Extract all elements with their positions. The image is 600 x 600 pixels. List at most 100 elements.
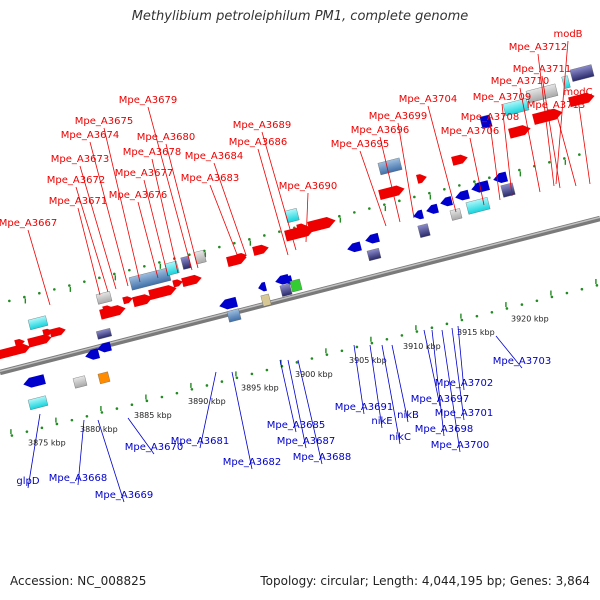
scale-tick-label: 3890 kbp xyxy=(188,397,226,406)
scale-tick-label: 3900 kbp xyxy=(295,370,333,379)
protein-domain-block xyxy=(377,157,403,176)
gene-callout-line xyxy=(369,344,383,429)
track-dot xyxy=(368,207,371,210)
gene-callout-line xyxy=(213,162,247,256)
track-dot xyxy=(83,280,86,283)
track-dot xyxy=(248,238,251,241)
gene-callout-line xyxy=(431,329,445,437)
track-dot xyxy=(158,261,161,264)
forward-gene-arrow xyxy=(451,154,468,166)
gene-label: Mpe_A3688 xyxy=(293,452,351,463)
forward-gene-arrow xyxy=(532,108,563,125)
track-dot xyxy=(535,299,539,303)
gene-label: Mpe_A3711 xyxy=(513,64,571,75)
track-dot xyxy=(565,291,569,295)
gene-label: Mpe_A3703 xyxy=(493,356,551,367)
forward-gene-arrow xyxy=(172,279,183,288)
gene-callout-line xyxy=(469,137,485,206)
gene-callout-line xyxy=(89,141,129,287)
gene-callout-line xyxy=(537,53,555,187)
gene-label: Mpe_A3710 xyxy=(491,76,549,87)
gene-label: Mpe_A3698 xyxy=(415,424,473,435)
track-dot xyxy=(595,284,599,287)
track-dot xyxy=(458,184,461,187)
gene-label: Mpe_A3673 xyxy=(51,154,109,165)
gene-callout-line xyxy=(451,327,465,421)
track-dot xyxy=(23,295,26,299)
track-dot xyxy=(175,391,179,395)
gene-callout-line xyxy=(359,150,387,227)
track-dot xyxy=(445,322,449,326)
track-dot xyxy=(475,314,479,318)
track-dot xyxy=(263,234,266,237)
track-dot xyxy=(460,318,464,322)
forward-gene-arrow xyxy=(296,223,307,232)
gene-callout-line xyxy=(555,40,569,185)
reverse-gene-arrow xyxy=(347,241,362,253)
track-dot xyxy=(370,341,374,345)
reverse-gene-arrow xyxy=(493,171,509,183)
track-dot xyxy=(130,403,134,407)
track-dot xyxy=(428,191,431,195)
gene-callout-line xyxy=(257,148,289,256)
reverse-gene-arrow xyxy=(97,341,112,353)
gene-callout-line xyxy=(27,413,41,489)
gene-callout-line xyxy=(79,165,117,290)
gene-label: Mpe_A3701 xyxy=(435,408,493,419)
gene-label: Mpe_A3668 xyxy=(49,473,107,484)
track-dot xyxy=(218,245,221,249)
track-dot xyxy=(160,395,164,399)
forward-gene-arrow xyxy=(181,274,202,288)
gene-callout-line xyxy=(27,229,51,306)
track-dot xyxy=(430,326,434,330)
gene-callout-line xyxy=(97,419,125,503)
track-dot xyxy=(563,157,566,160)
gene-callout-line xyxy=(391,344,409,423)
gene-label: Mpe_A3676 xyxy=(109,190,167,201)
forward-gene-arrow xyxy=(508,125,531,139)
gene-label: Mpe_A3704 xyxy=(399,94,457,105)
gene-callout-line xyxy=(457,325,465,391)
protein-domain-block xyxy=(95,291,113,305)
forward-gene-arrow xyxy=(307,216,336,233)
track-dot xyxy=(8,299,11,303)
protein-domain-block xyxy=(27,315,49,331)
track-dot xyxy=(580,287,584,291)
gene-label: Mpe_A3695 xyxy=(331,139,389,150)
forward-gene-arrow xyxy=(236,252,247,262)
gene-callout-line xyxy=(279,359,297,433)
protein-domain-block xyxy=(97,371,111,385)
track-dot xyxy=(115,407,119,410)
reverse-gene-arrow xyxy=(471,180,490,193)
gene-label-layer: Mpe_A3667 Mpe_A3671 Mpe_A3672 Mpe_A3673 Mpe_… xyxy=(0,29,593,503)
track-dot xyxy=(338,214,341,218)
protein-domain-block xyxy=(289,278,303,293)
protein-domain-block xyxy=(72,375,88,389)
reverse-gene-arrow xyxy=(365,232,380,244)
track-dot xyxy=(113,272,116,276)
gene-callout-line xyxy=(305,192,309,243)
track-dot xyxy=(415,330,419,333)
track-dot xyxy=(398,199,401,203)
gene-callout-line xyxy=(199,371,217,449)
forward-gene-arrow xyxy=(416,174,427,184)
gene-callout-line xyxy=(103,127,141,283)
forward-gene-arrow xyxy=(568,92,595,108)
map-title: Methylibium petroleiphilum PM1, complete… xyxy=(131,9,469,24)
protein-domain-block xyxy=(500,182,516,198)
gene-callout-line xyxy=(75,186,109,293)
forward-gene-arrow xyxy=(284,225,315,242)
gene-label: Mpe_A3667 xyxy=(0,218,57,229)
track-dot xyxy=(220,380,224,383)
protein-domain-block xyxy=(27,395,49,411)
gene-callout-line xyxy=(501,103,513,197)
gene-label: Mpe_A3700 xyxy=(431,440,489,451)
gene-callout-line xyxy=(489,123,501,201)
gene-label: Mpe_A3712 xyxy=(509,42,567,53)
gene-callout-line xyxy=(143,179,169,277)
reverse-gene-arrow xyxy=(219,296,238,310)
track-dot xyxy=(518,168,521,172)
protein-domain-block xyxy=(569,64,595,82)
protein-domain-block xyxy=(417,223,431,238)
